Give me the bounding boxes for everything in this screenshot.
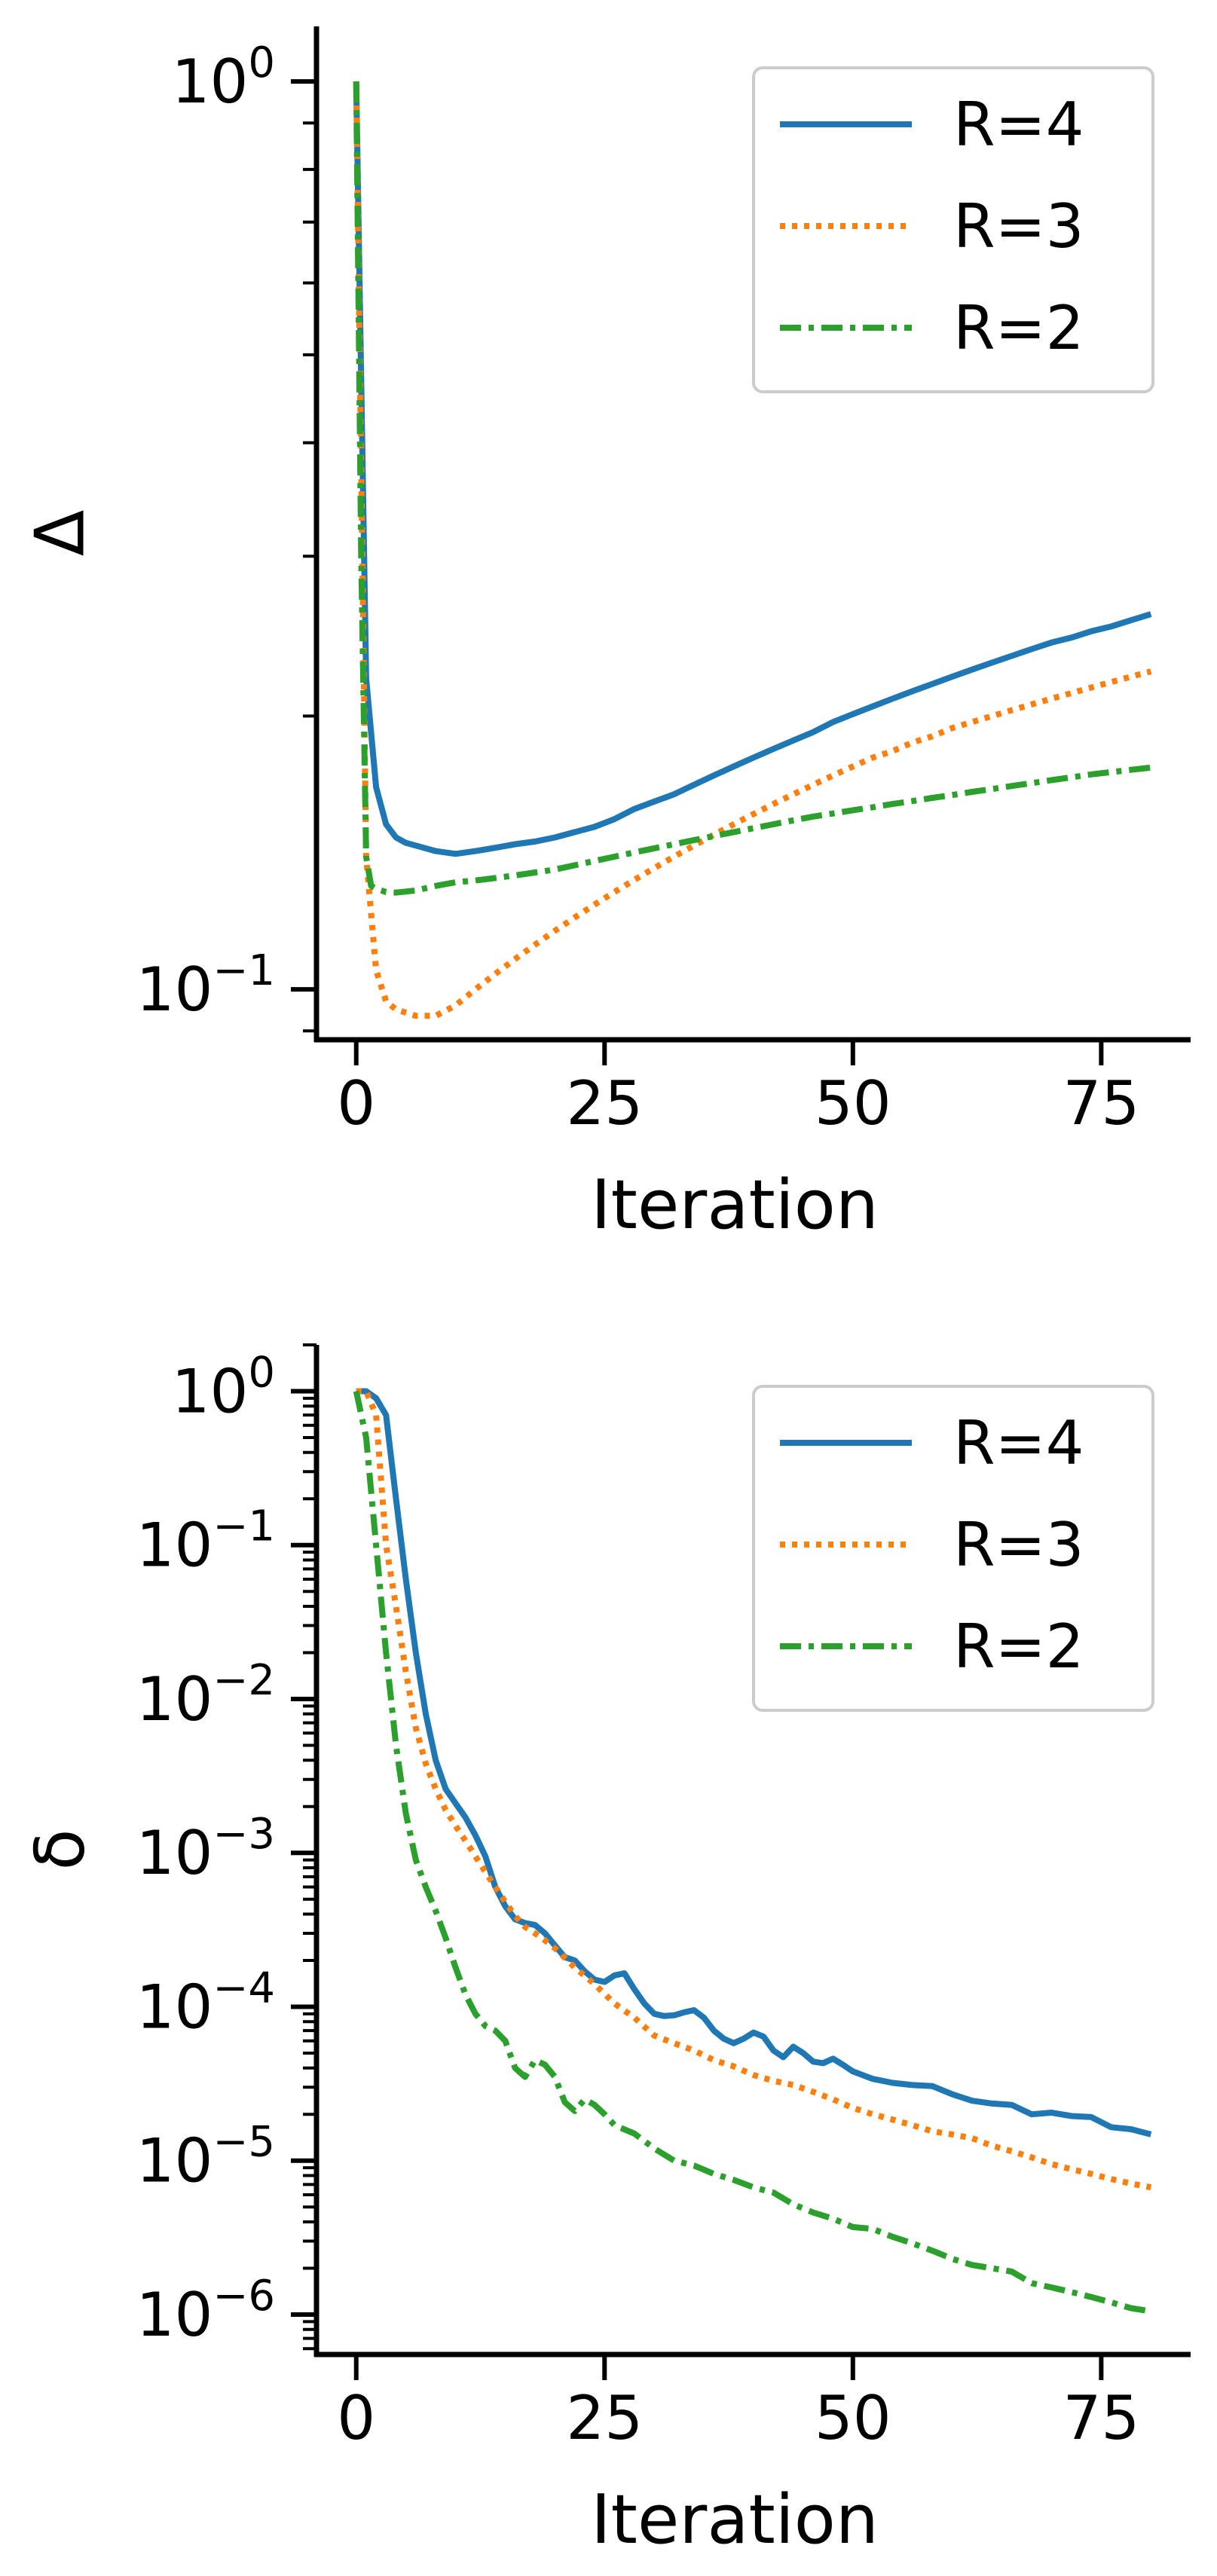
legend-label: R=3 (953, 1510, 1084, 1580)
y-tick-label: 10−5 (136, 2118, 275, 2196)
series-line-r2 (353, 81, 1151, 896)
y-tick-exponent: −5 (213, 2118, 275, 2167)
y-tick-label: 10−2 (136, 1656, 275, 1734)
x-axis-label: Iteration (591, 1166, 879, 1245)
y-tick-exponent: 0 (248, 1348, 275, 1397)
y-tick-label: 100 (172, 38, 275, 117)
x-tick-label: 50 (815, 2383, 891, 2453)
y-tick-exponent: −6 (213, 2272, 275, 2321)
y-tick-base: 10 (172, 1356, 249, 1426)
x-tick-label: 75 (1063, 1068, 1139, 1138)
y-tick-exponent: −2 (213, 1656, 275, 1705)
y-tick-label: 10−6 (136, 2272, 275, 2350)
y-tick-exponent: 0 (248, 38, 275, 87)
legend-label: R=3 (953, 191, 1084, 261)
y-tick-exponent: −4 (213, 1963, 275, 2012)
legend-label: R=2 (953, 293, 1084, 363)
y-tick-base: 10 (136, 2280, 213, 2350)
y-axis-label: δ (21, 1829, 100, 1870)
x-tick-label: 25 (566, 1068, 643, 1138)
y-tick-base: 10 (136, 1818, 213, 1888)
legend-label: R=4 (953, 90, 1084, 160)
y-tick-exponent: −1 (213, 1502, 275, 1551)
y-tick-base: 10 (136, 1664, 213, 1734)
legend: R=4 R=3 R=2 (752, 1385, 1154, 1712)
y-tick-label: 100 (172, 1348, 275, 1426)
x-axis-label: Iteration (591, 2480, 879, 2559)
legend-frame (752, 1385, 1154, 1712)
x-tick-label: 25 (566, 2383, 643, 2453)
legend: R=4 R=3 R=2 (752, 66, 1154, 393)
y-tick-label: 10−3 (136, 1810, 275, 1888)
y-tick-exponent: −3 (213, 1810, 275, 1859)
x-tick-label: 50 (815, 1068, 891, 1138)
y-tick-base: 10 (136, 955, 213, 1025)
y-tick-label: 10−1 (136, 1502, 275, 1581)
bottom-chart-small-delta: 0 25 50 7510010−110−210−310−410−510−6Iterat… (21, 1343, 1191, 2559)
x-tick-label: 0 (337, 2383, 375, 2453)
y-axis-label: Δ (21, 510, 100, 557)
x-tick-label: 0 (337, 1068, 375, 1138)
y-tick-exponent: −1 (213, 946, 275, 995)
series-line-r4 (353, 81, 1152, 857)
x-tick-label: 75 (1063, 2383, 1139, 2453)
y-tick-base: 10 (136, 2126, 213, 2196)
series-line-r2 (353, 1390, 1151, 2315)
legend-label: R=2 (953, 1612, 1084, 1682)
y-tick-label: 10−1 (136, 946, 275, 1025)
legend-frame (752, 66, 1154, 393)
legend-label: R=4 (953, 1408, 1084, 1478)
series-line-r3 (356, 1388, 1152, 2191)
series-line-r3 (353, 81, 1152, 1019)
y-tick-base: 10 (136, 1972, 213, 2042)
y-tick-base: 10 (136, 1511, 213, 1581)
series-line-r4 (356, 1388, 1152, 2137)
y-tick-label: 10−4 (136, 1963, 275, 2042)
y-tick-base: 10 (172, 47, 249, 117)
